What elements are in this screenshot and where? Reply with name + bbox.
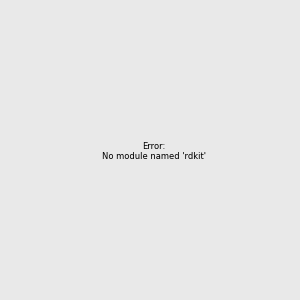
Text: Error:
No module named 'rdkit': Error: No module named 'rdkit': [102, 142, 206, 161]
